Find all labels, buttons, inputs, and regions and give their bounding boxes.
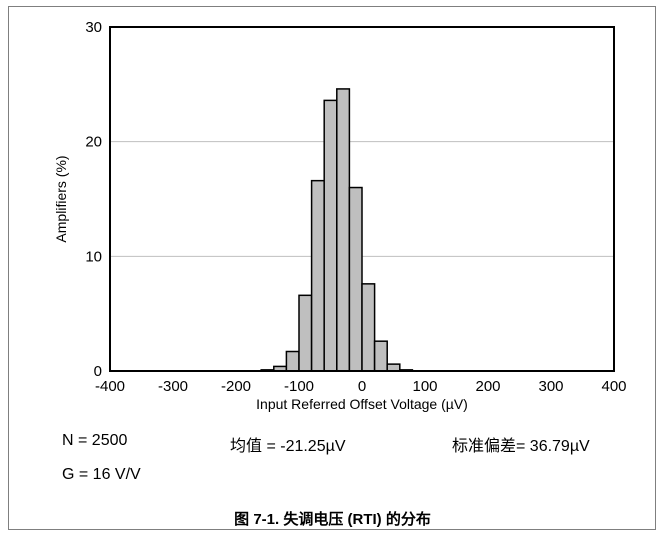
x-tick-label-8: 400: [601, 378, 626, 395]
figure-frame: [8, 6, 656, 530]
histogram-bar-8: [361, 283, 376, 372]
histogram-chart: 0 10 20 30 -400 -300 -200 -100 0 100 200 300 400 Inpu…: [53, 19, 627, 412]
histogram-bar-5: [323, 99, 338, 372]
y-tick-label-0: 0: [94, 363, 102, 380]
x-tick-label-7: 300: [538, 378, 563, 395]
y-tick-label-3: 30: [85, 19, 102, 36]
histogram-bar-10: [386, 363, 401, 372]
sample-count: N = 2500: [62, 432, 128, 449]
x-tick-label-0: -400: [95, 378, 125, 395]
x-axis-label: Input Referred Offset Voltage (µV): [256, 396, 468, 412]
x-tick-label-5: 100: [412, 378, 437, 395]
mean-value: 均值 = -21.25µV: [230, 438, 346, 455]
histogram-bar-2: [285, 350, 300, 372]
y-tick-label-2: 20: [85, 134, 102, 151]
gain-value: G = 16 V/V: [62, 466, 141, 483]
y-axis-label: Amplifiers (%): [53, 155, 69, 242]
histogram-bar-3: [298, 294, 313, 372]
y-tick-label-1: 10: [85, 248, 102, 265]
x-tick-label-2: -200: [221, 378, 251, 395]
plot-area-border: [109, 26, 615, 372]
histogram-bar-4: [310, 179, 325, 372]
histogram-bar-9: [373, 340, 388, 372]
x-tick-label-3: -100: [284, 378, 314, 395]
figure-caption: 图 7-1. 失调电压 (RTI) 的分布: [234, 511, 431, 528]
std-deviation: 标准偏差= 36.79µV: [452, 438, 590, 455]
histogram-bar-6: [336, 88, 351, 372]
histogram-bar-7: [348, 186, 363, 372]
x-tick-label-1: -300: [158, 378, 188, 395]
x-tick-label-4: 0: [358, 378, 366, 395]
x-tick-label-6: 200: [475, 378, 500, 395]
